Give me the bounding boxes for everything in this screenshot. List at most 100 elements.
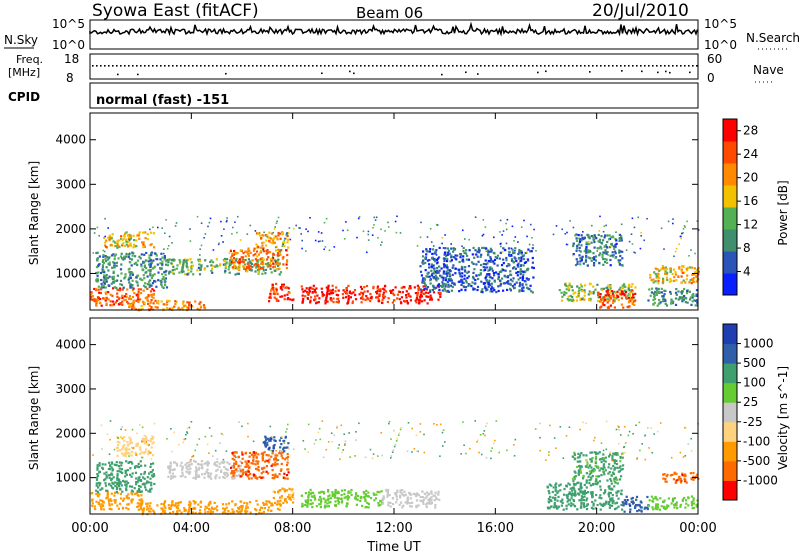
data-cell [355, 498, 358, 501]
data-cell [675, 472, 678, 475]
data-cell [477, 247, 480, 250]
data-cell [432, 264, 435, 267]
data-cell [486, 280, 489, 283]
data-cell [128, 485, 132, 488]
data-cell [374, 219, 377, 221]
data-cell [321, 240, 324, 242]
data-cell [173, 504, 176, 507]
data-cell [301, 301, 304, 304]
data-cell [563, 487, 566, 491]
nave-dot [689, 71, 691, 74]
data-cell [226, 217, 228, 219]
data-cell [279, 232, 282, 235]
data-cell [308, 288, 311, 291]
data-cell [127, 236, 131, 239]
data-cell [659, 422, 662, 424]
freq-dot [144, 65, 146, 67]
data-cell [309, 488, 312, 491]
freq-dot [580, 65, 582, 67]
data-cell [148, 254, 151, 257]
data-cell [660, 227, 663, 230]
data-cell [152, 509, 155, 512]
data-cell [561, 498, 564, 501]
data-cell [95, 478, 99, 481]
data-cell [682, 298, 685, 301]
data-cell [143, 302, 146, 305]
data-cell [114, 501, 117, 504]
data-cell [539, 422, 541, 425]
data-cell [393, 492, 396, 495]
data-cell [503, 248, 506, 251]
data-cell [690, 500, 694, 503]
data-cell [286, 286, 289, 289]
data-cell [224, 265, 228, 268]
data-cell [141, 308, 144, 311]
data-cell [242, 471, 245, 474]
data-cell [275, 450, 277, 452]
data-cell [405, 296, 408, 299]
data-cell [161, 507, 164, 510]
data-cell [413, 448, 416, 450]
data-cell [658, 508, 662, 511]
freq-dot [128, 65, 130, 67]
data-cell [143, 253, 146, 256]
data-cell [415, 298, 418, 301]
data-cell [376, 490, 379, 493]
data-cell [595, 453, 598, 456]
data-cell [695, 293, 698, 296]
data-cell [244, 471, 247, 474]
data-cell [662, 295, 665, 298]
data-cell [226, 461, 229, 464]
data-cell [664, 289, 667, 293]
data-cell [577, 294, 580, 297]
freq-dot [488, 65, 490, 67]
freq-dot [256, 65, 258, 67]
data-cell [99, 297, 102, 301]
data-cell [680, 275, 683, 278]
data-cell [683, 295, 686, 298]
data-cell [114, 301, 117, 304]
data-cell [142, 274, 145, 277]
data-cell [169, 462, 172, 465]
data-cell [311, 287, 314, 290]
data-cell [602, 465, 605, 468]
data-cell [437, 277, 440, 280]
data-cell [267, 256, 270, 259]
data-cell [229, 249, 232, 252]
data-cell [264, 272, 267, 275]
data-cell [444, 264, 447, 267]
data-cell [148, 285, 151, 289]
data-cell [148, 257, 151, 260]
data-cell [454, 254, 457, 257]
data-cell [425, 505, 428, 509]
data-cell [255, 266, 258, 269]
data-cell [665, 480, 668, 483]
data-cell [200, 463, 204, 466]
data-cell [604, 260, 607, 264]
data-cell [377, 298, 380, 301]
data-cell [186, 431, 188, 433]
data-cell [334, 488, 337, 492]
data-cell [624, 289, 627, 292]
data-cell [131, 295, 135, 299]
data-cell [469, 447, 471, 450]
data-cell [681, 290, 685, 293]
data-cell [387, 488, 390, 492]
data-cell [282, 448, 285, 451]
data-cell [422, 285, 425, 288]
data-cell [122, 286, 125, 289]
data-cell [184, 509, 187, 512]
data-cell [317, 301, 320, 304]
data-cell [617, 425, 619, 427]
data-cell [244, 452, 247, 455]
data-cell [230, 258, 234, 262]
data-cell [604, 258, 607, 261]
data-cell [574, 483, 577, 486]
data-cell [634, 252, 637, 254]
data-cell [110, 472, 113, 475]
data-cell [556, 491, 559, 495]
data-cell [96, 274, 99, 277]
data-cell [555, 225, 558, 227]
data-cell [501, 234, 503, 236]
data-cell [168, 470, 171, 473]
